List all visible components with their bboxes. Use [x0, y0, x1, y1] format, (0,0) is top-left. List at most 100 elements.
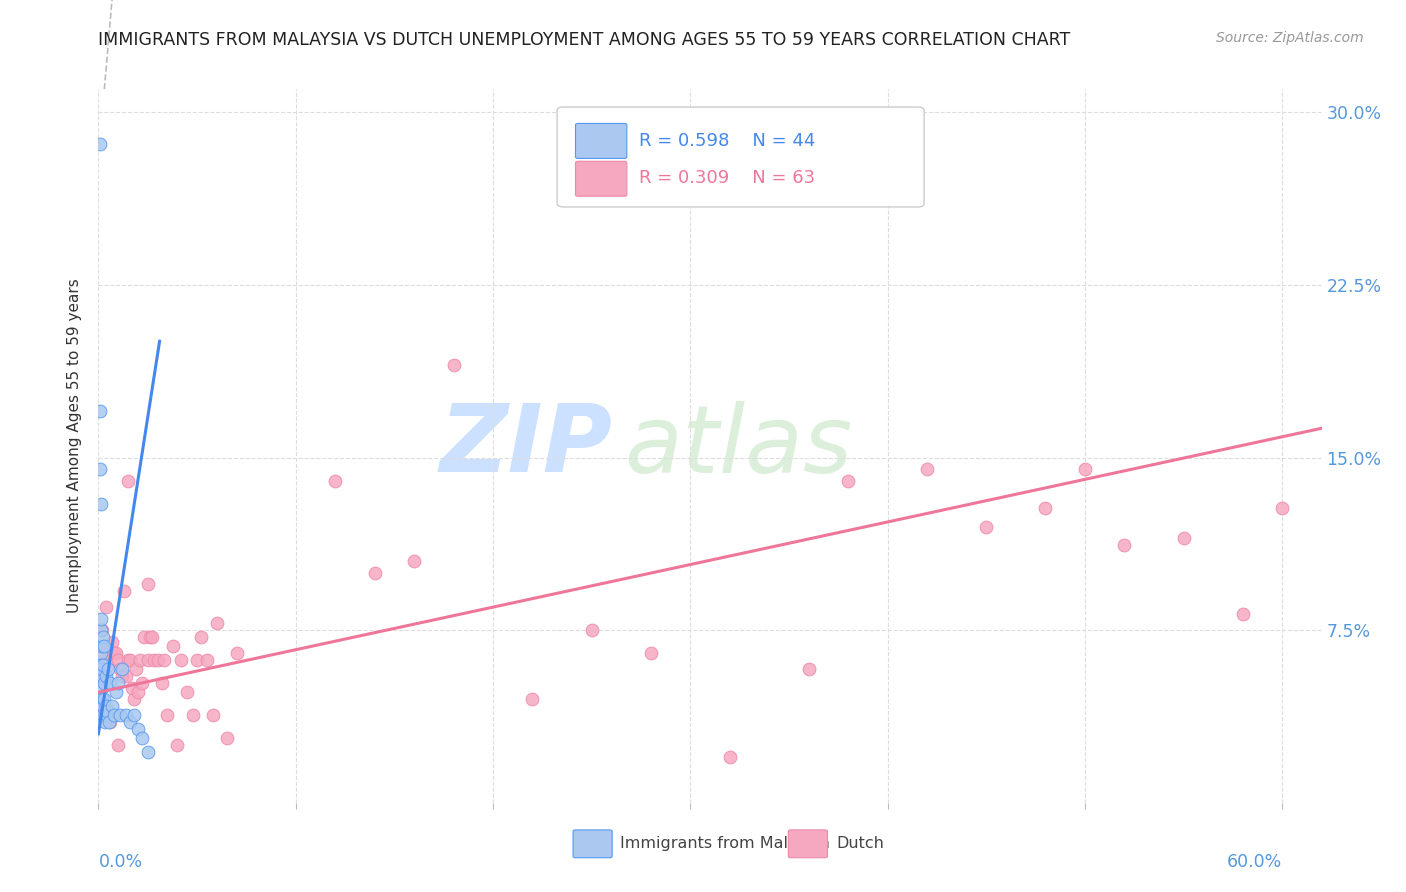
FancyBboxPatch shape [574, 830, 612, 858]
Point [121, 681, 143, 695]
Point [404, 554, 426, 568]
Point [128, 653, 150, 667]
Point [97, 657, 120, 672]
Point [718, 749, 741, 764]
Point [131, 676, 153, 690]
Point [797, 662, 820, 676]
Point [1173, 531, 1195, 545]
Point [91, 630, 114, 644]
Point [176, 685, 198, 699]
Point [101, 699, 124, 714]
Point [108, 708, 131, 723]
Point [90, 657, 112, 672]
Point [205, 616, 228, 631]
Point [1232, 607, 1254, 621]
Point [89, 462, 111, 476]
Text: Immigrants from Malaysia: Immigrants from Malaysia [620, 836, 830, 851]
Point [94, 715, 117, 730]
Point [115, 708, 138, 723]
Point [115, 669, 138, 683]
Point [132, 630, 155, 644]
Point [1271, 501, 1294, 516]
Point [90, 623, 112, 637]
Point [111, 662, 134, 676]
Point [170, 653, 193, 667]
Point [89, 669, 111, 683]
Point [201, 708, 224, 723]
Point [108, 662, 131, 676]
Point [146, 653, 169, 667]
Point [974, 519, 997, 533]
Point [122, 692, 145, 706]
Point [89, 699, 111, 714]
Point [581, 623, 603, 637]
Point [98, 715, 121, 730]
Point [443, 359, 465, 373]
Point [127, 685, 149, 699]
Point [1074, 462, 1097, 476]
Point [103, 646, 125, 660]
Text: Dutch: Dutch [837, 836, 884, 851]
Y-axis label: Unemployment Among Ages 55 to 59 years: Unemployment Among Ages 55 to 59 years [67, 278, 83, 614]
Point [101, 634, 124, 648]
Text: ZIP: ZIP [439, 400, 612, 492]
Point [915, 462, 938, 476]
Point [195, 653, 218, 667]
Point [96, 600, 118, 615]
Point [105, 685, 128, 699]
Point [89, 404, 111, 418]
Point [93, 708, 115, 723]
Point [91, 699, 114, 714]
Point [1035, 501, 1057, 516]
Point [127, 722, 149, 736]
Point [93, 692, 115, 706]
Point [136, 577, 159, 591]
Text: R = 0.309    N = 63: R = 0.309 N = 63 [640, 169, 815, 187]
Point [93, 676, 115, 690]
Point [91, 692, 114, 706]
Point [98, 676, 121, 690]
Point [90, 612, 112, 626]
Point [837, 474, 859, 488]
Point [107, 653, 129, 667]
Point [91, 681, 114, 695]
Point [363, 566, 385, 580]
Point [186, 653, 208, 667]
Point [1114, 538, 1136, 552]
Point [96, 704, 118, 718]
Point [181, 708, 204, 723]
Point [640, 646, 662, 660]
FancyBboxPatch shape [557, 107, 924, 207]
Point [93, 657, 115, 672]
Point [90, 669, 112, 683]
Text: IMMIGRANTS FROM MALAYSIA VS DUTCH UNEMPLOYMENT AMONG AGES 55 TO 59 YEARS CORRELA: IMMIGRANTS FROM MALAYSIA VS DUTCH UNEMPL… [98, 31, 1071, 49]
Point [141, 630, 163, 644]
Point [136, 745, 159, 759]
Point [107, 676, 129, 690]
Point [98, 715, 121, 730]
Point [103, 708, 125, 723]
Point [522, 692, 544, 706]
Text: atlas: atlas [624, 401, 852, 491]
Text: R = 0.598    N = 44: R = 0.598 N = 44 [640, 132, 815, 150]
Point [91, 623, 114, 637]
Point [89, 137, 111, 152]
Point [91, 662, 114, 676]
Point [117, 474, 139, 488]
Point [125, 662, 148, 676]
Point [118, 653, 141, 667]
FancyBboxPatch shape [789, 830, 828, 858]
Point [131, 731, 153, 746]
Text: Source: ZipAtlas.com: Source: ZipAtlas.com [1216, 31, 1364, 45]
Point [97, 662, 120, 676]
Point [90, 646, 112, 660]
Point [150, 676, 173, 690]
Point [138, 630, 160, 644]
Point [118, 715, 141, 730]
Point [190, 630, 212, 644]
Point [93, 646, 115, 660]
Point [96, 708, 118, 723]
Point [94, 699, 117, 714]
FancyBboxPatch shape [575, 161, 627, 196]
Point [111, 669, 134, 683]
